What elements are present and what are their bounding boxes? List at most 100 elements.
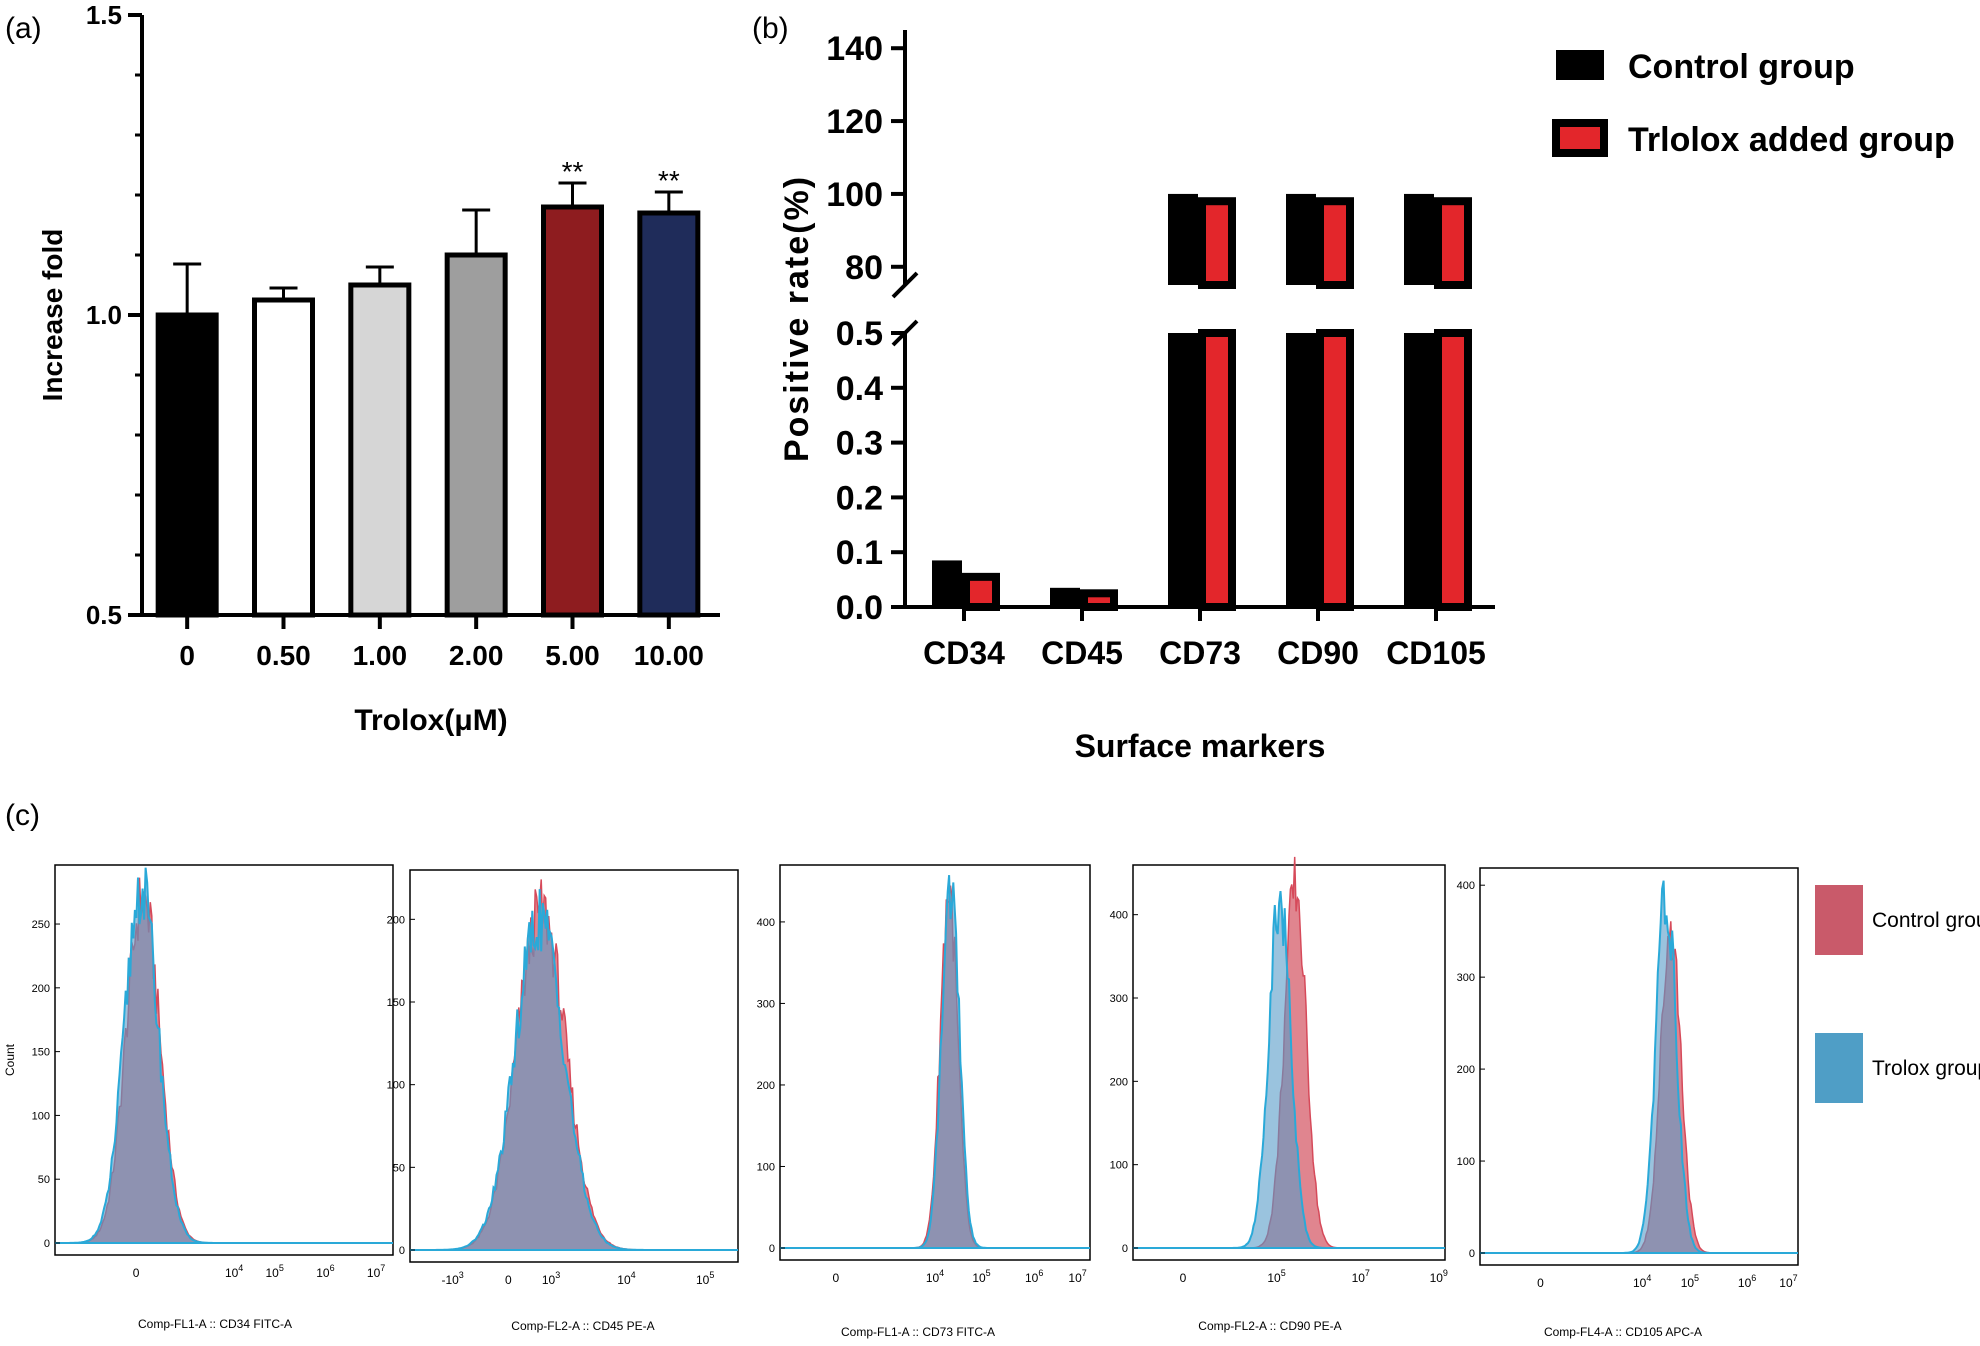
y-tick-label-c: 0	[44, 1238, 50, 1250]
x-tick-label-c: 104	[926, 1268, 944, 1285]
y-tick-label-c: 0	[399, 1245, 405, 1257]
x-tick-label-c: 105	[266, 1263, 284, 1280]
x-tick-label-c: 0	[133, 1266, 140, 1280]
x-tick-label-c: 0	[505, 1273, 512, 1287]
x-tick-exponent-c: 4	[939, 1268, 944, 1278]
legend-label-b: Control group	[1628, 48, 1855, 86]
x-axis-title-c: Comp-FL2-A :: CD90 PE-A	[1198, 1319, 1341, 1333]
y-axis-title-b: Positive rate(%)	[778, 175, 816, 462]
x-tick-label-b: CD90	[1277, 635, 1359, 671]
x-tick-label-c: 107	[1779, 1273, 1797, 1290]
y-tick-label-b: 0.4	[836, 370, 883, 408]
y-tick-label-b: 140	[826, 30, 883, 68]
y-tick-label-a: 1.0	[86, 300, 122, 330]
x-tick-label-c: 109	[1430, 1268, 1448, 1285]
x-tick-exponent-c: 5	[1694, 1273, 1699, 1283]
x-tick-label-a: 5.00	[545, 640, 600, 671]
bar-a-2.00	[444, 252, 508, 618]
y-tick-label-c: 300	[1457, 972, 1475, 984]
bar-b-CD45-1	[1080, 589, 1118, 611]
y-tick-label-c: 50	[38, 1174, 50, 1186]
bar-a-0	[155, 312, 219, 618]
y-tick-label-a: 1.5	[86, 0, 122, 30]
bar-b-CD105-0-upper	[1404, 193, 1434, 285]
legend-label-b: Trlolox added group	[1628, 121, 1955, 159]
y-tick-label-b: 0.1	[836, 534, 883, 572]
x-tick-exponent-c: 6	[1751, 1273, 1756, 1283]
y-axis-title-a: Increase fold	[37, 229, 68, 402]
x-tick-exponent-c: 6	[330, 1263, 335, 1273]
x-tick-exponent-c: 5	[1281, 1268, 1286, 1278]
y-tick-label-c: 100	[32, 1110, 50, 1122]
bar-a-5.00	[541, 204, 604, 618]
x-tick-exponent-c: 4	[238, 1263, 243, 1273]
histogram-frame-5	[1479, 867, 1799, 1266]
x-tick-label-c: 104	[1633, 1273, 1651, 1290]
x-tick-label-a: 0.50	[256, 640, 311, 671]
legend-label-c: Trolox group	[1872, 1057, 1980, 1080]
legend-swatch-b	[1552, 119, 1608, 157]
y-tick-label-c: 200	[32, 983, 50, 995]
bar-b-CD34-0	[932, 560, 962, 607]
bar-b-CD105-0-lower	[1404, 333, 1434, 607]
x-tick-label-c: 0	[832, 1271, 839, 1285]
x-tick-label-c: 105	[696, 1270, 714, 1287]
x-tick-label-a: 2.00	[449, 640, 504, 671]
bar-b-CD90-1-lower	[1316, 329, 1354, 611]
y-axis-title-c: Count	[3, 1043, 17, 1076]
x-tick-exponent-c: 5	[279, 1263, 284, 1273]
x-tick-label-a: 0	[179, 640, 195, 671]
y-tick-label-b: 120	[826, 103, 883, 141]
x-tick-label-c: 0	[1180, 1271, 1187, 1285]
bar-b-CD73-1-lower	[1198, 329, 1236, 611]
y-tick-label-c: 100	[1110, 1160, 1128, 1172]
legend-swatch-c	[1815, 885, 1863, 955]
bar-a-10.00	[637, 210, 701, 618]
histogram-frame-1	[54, 864, 394, 1256]
y-tick-label-c: 0	[1122, 1243, 1128, 1255]
y-tick-label-c: 400	[757, 917, 775, 929]
bar-b-CD34-1	[962, 572, 1000, 611]
x-tick-label-c: 106	[316, 1263, 334, 1280]
x-tick-exponent-c: 3	[459, 1270, 464, 1280]
bar-b-CD73-0-lower	[1168, 333, 1198, 607]
bar-b-CD105-1-upper	[1434, 197, 1472, 289]
x-tick-label-c: 106	[1738, 1273, 1756, 1290]
bar-b-CD90-0-upper	[1286, 193, 1316, 285]
histogram-trolox-4	[1133, 890, 1445, 1249]
y-tick-label-b: 0.2	[836, 479, 883, 517]
histogram-trolox-2	[410, 889, 738, 1251]
y-tick-label-c: 0	[1469, 1248, 1475, 1260]
bar-a-1.00	[348, 282, 412, 618]
x-tick-label-c: 104	[617, 1270, 635, 1287]
legend-swatch-b	[1556, 50, 1604, 80]
legend-swatch-c	[1815, 1033, 1863, 1103]
y-tick-label-c: 300	[1110, 993, 1128, 1005]
y-tick-label-c: 0	[769, 1243, 775, 1255]
bar-a-0.50	[252, 297, 315, 618]
y-tick-label-c: 200	[1110, 1076, 1128, 1088]
y-tick-label-c: 400	[1457, 880, 1475, 892]
x-tick-exponent-c: 7	[380, 1263, 385, 1273]
y-tick-label-c: 150	[387, 997, 405, 1009]
x-tick-label-c: 104	[225, 1263, 243, 1280]
x-axis-title-c: Comp-FL4-A :: CD105 APC-A	[1544, 1325, 1702, 1339]
x-tick-label-b: CD105	[1386, 635, 1486, 671]
panel-label-a: (a)	[5, 12, 42, 45]
x-tick-exponent-c: 9	[1443, 1268, 1448, 1278]
bar-b-CD105-1-lower	[1434, 329, 1472, 611]
y-tick-label-c: 50	[393, 1162, 405, 1174]
bar-b-CD73-0-upper	[1168, 193, 1198, 285]
x-axis-title-c: Comp-FL1-A :: CD34 FITC-A	[138, 1317, 292, 1331]
x-tick-label-a: 1.00	[353, 640, 408, 671]
y-tick-label-c: 200	[387, 914, 405, 926]
histogram-trolox-1	[55, 867, 393, 1244]
x-tick-label-b: CD73	[1159, 635, 1241, 671]
bar-b-CD90-1-upper	[1316, 197, 1354, 289]
x-axis-title-c: Comp-FL1-A :: CD73 FITC-A	[841, 1325, 995, 1339]
y-tick-label-a: 0.5	[86, 600, 122, 630]
x-tick-label-b: CD45	[1041, 635, 1123, 671]
x-tick-label-c: 107	[1068, 1268, 1086, 1285]
y-tick-label-b: 100	[826, 176, 883, 214]
